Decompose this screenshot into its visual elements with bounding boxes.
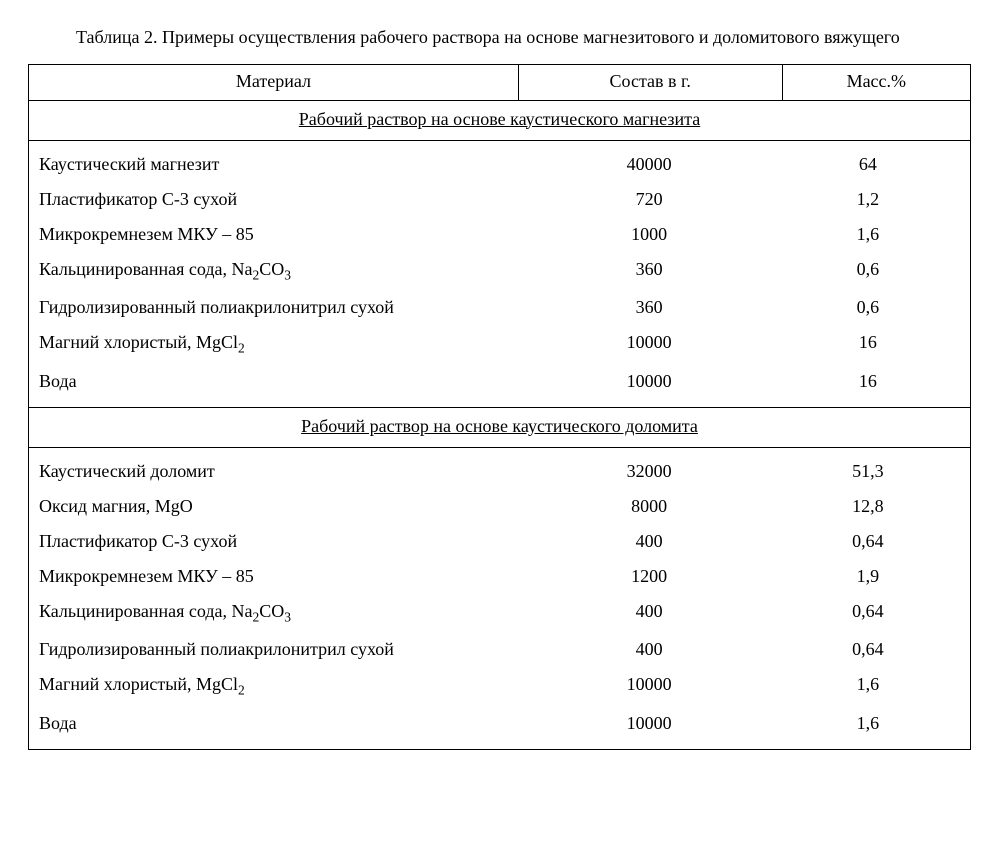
- cell-material: Вода: [39, 713, 523, 734]
- cell-mass: 0,64: [776, 601, 960, 622]
- table-row: Магний хлористый, MgCl2100001,6: [29, 667, 970, 706]
- cell-material: Гидролизированный полиакрилонитрил сухой: [39, 297, 523, 318]
- cell-mass: 12,8: [776, 496, 960, 517]
- cell-mass: 0,6: [776, 259, 960, 280]
- table-row: Гидролизированный полиакрилонитрил сухой…: [29, 632, 970, 667]
- cell-mass: 16: [776, 371, 960, 392]
- cell-composition: 32000: [523, 461, 776, 482]
- cell-composition: 360: [523, 259, 776, 280]
- cell-material: Вода: [39, 371, 523, 392]
- header-material: Материал: [29, 64, 519, 100]
- cell-material: Кальцинированная сода, Na2CO3: [39, 601, 523, 626]
- table-row: Микрокремнезем МКУ – 8510001,6: [29, 217, 970, 252]
- cell-mass: 0,64: [776, 531, 960, 552]
- table-row: Гидролизированный полиакрилонитрил сухой…: [29, 290, 970, 325]
- cell-composition: 10000: [523, 674, 776, 695]
- table-row: Пластификатор С-3 сухой4000,64: [29, 524, 970, 559]
- cell-composition: 360: [523, 297, 776, 318]
- cell-composition: 720: [523, 189, 776, 210]
- cell-material: Оксид магния, MgO: [39, 496, 523, 517]
- cell-material: Микрокремнезем МКУ – 85: [39, 566, 523, 587]
- table-caption: Таблица 2. Примеры осуществления рабочег…: [28, 18, 971, 58]
- cell-composition: 1200: [523, 566, 776, 587]
- table-section-row: Рабочий раствор на основе каустического …: [29, 100, 971, 140]
- cell-composition: 10000: [523, 713, 776, 734]
- table-row: Вода100001,6: [29, 706, 970, 741]
- cell-material: Пластификатор С-3 сухой: [39, 531, 523, 552]
- cell-composition: 1000: [523, 224, 776, 245]
- table-section-body: Каустический доломит3200051,3Оксид магни…: [29, 447, 971, 749]
- header-mass: Масс.%: [782, 64, 970, 100]
- table-section-row: Рабочий раствор на основе каустического …: [29, 407, 971, 447]
- table-row: Кальцинированная сода, Na2CO34000,64: [29, 594, 970, 633]
- table-row: Магний хлористый, MgCl21000016: [29, 325, 970, 364]
- table-row: Оксид магния, MgO800012,8: [29, 489, 970, 524]
- cell-material: Пластификатор С-3 сухой: [39, 189, 523, 210]
- section-cell: Каустический доломит3200051,3Оксид магни…: [29, 447, 971, 749]
- table-header-row: Материал Состав в г. Масс.%: [29, 64, 971, 100]
- cell-composition: 10000: [523, 332, 776, 353]
- cell-composition: 8000: [523, 496, 776, 517]
- table-row: Каустический доломит3200051,3: [29, 454, 970, 489]
- table-row: Каустический магнезит4000064: [29, 147, 970, 182]
- cell-mass: 16: [776, 332, 960, 353]
- cell-composition: 10000: [523, 371, 776, 392]
- cell-mass: 0,64: [776, 639, 960, 660]
- table-row: Микрокремнезем МКУ – 8512001,9: [29, 559, 970, 594]
- table-section-body: Каустический магнезит4000064Пластификато…: [29, 140, 971, 407]
- composition-table: Материал Состав в г. Масс.% Рабочий раст…: [28, 64, 971, 750]
- cell-mass: 0,6: [776, 297, 960, 318]
- table-row: Вода1000016: [29, 364, 970, 399]
- cell-mass: 1,6: [776, 674, 960, 695]
- cell-material: Микрокремнезем МКУ – 85: [39, 224, 523, 245]
- cell-mass: 1,9: [776, 566, 960, 587]
- cell-mass: 1,2: [776, 189, 960, 210]
- cell-composition: 400: [523, 639, 776, 660]
- cell-material: Кальцинированная сода, Na2CO3: [39, 259, 523, 284]
- section-title: Рабочий раствор на основе каустического …: [29, 407, 971, 447]
- cell-material: Каустический доломит: [39, 461, 523, 482]
- cell-composition: 400: [523, 601, 776, 622]
- cell-material: Магний хлористый, MgCl2: [39, 332, 523, 357]
- section-cell: Каустический магнезит4000064Пластификато…: [29, 140, 971, 407]
- cell-material: Магний хлористый, MgCl2: [39, 674, 523, 699]
- cell-material: Каустический магнезит: [39, 154, 523, 175]
- cell-mass: 51,3: [776, 461, 960, 482]
- header-composition: Состав в г.: [518, 64, 782, 100]
- cell-mass: 64: [776, 154, 960, 175]
- cell-composition: 40000: [523, 154, 776, 175]
- cell-mass: 1,6: [776, 224, 960, 245]
- cell-material: Гидролизированный полиакрилонитрил сухой: [39, 639, 523, 660]
- cell-composition: 400: [523, 531, 776, 552]
- table-row: Пластификатор С-3 сухой7201,2: [29, 182, 970, 217]
- table-row: Кальцинированная сода, Na2CO33600,6: [29, 252, 970, 291]
- section-title: Рабочий раствор на основе каустического …: [29, 100, 971, 140]
- cell-mass: 1,6: [776, 713, 960, 734]
